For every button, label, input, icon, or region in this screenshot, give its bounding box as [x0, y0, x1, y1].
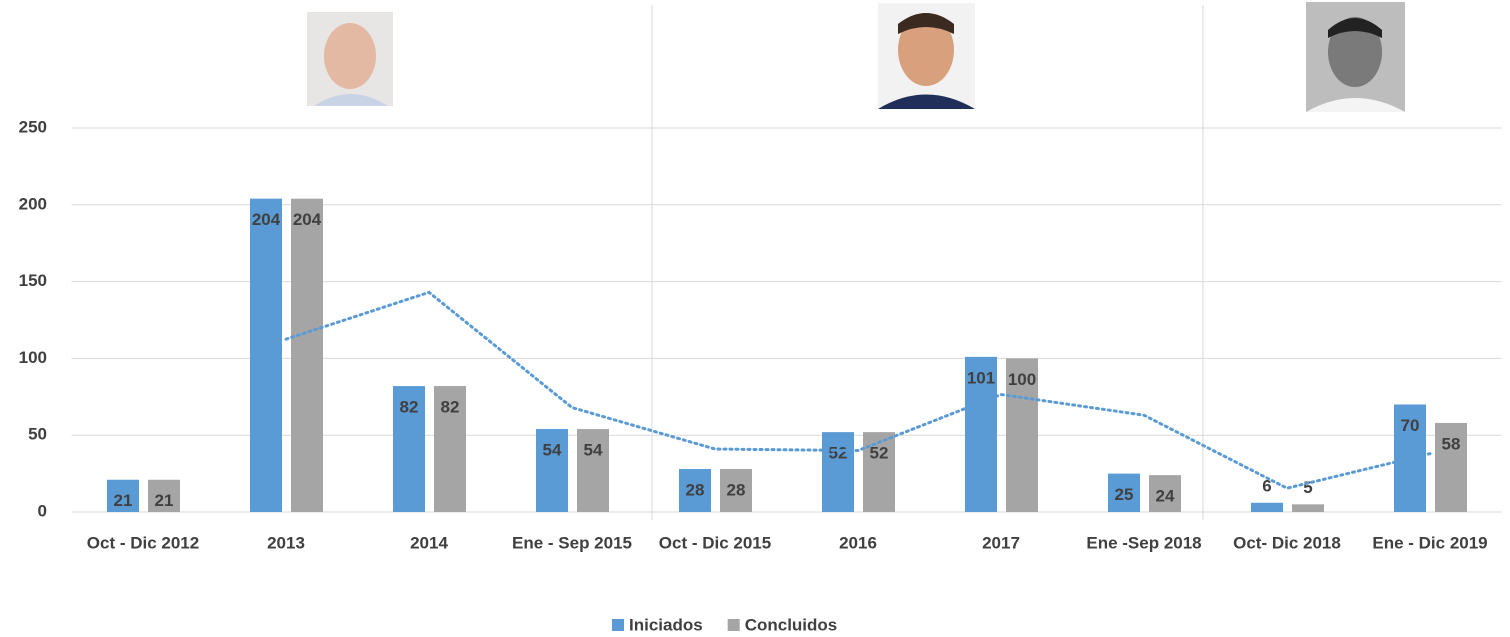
- bar: [148, 479, 180, 512]
- data-label: 101: [967, 368, 995, 387]
- bar: [1108, 473, 1140, 512]
- bar: [107, 479, 139, 512]
- bar: [291, 198, 323, 512]
- x-tick-label: Ene -Sep 2018: [1086, 533, 1201, 552]
- data-label: 58: [1442, 434, 1461, 453]
- data-label: 204: [252, 210, 281, 229]
- trendline: [284, 290, 1432, 490]
- portrait: [1306, 2, 1405, 112]
- data-label: 70: [1401, 416, 1420, 435]
- bar: [679, 468, 711, 512]
- bar: [965, 356, 997, 512]
- data-label: 25: [1115, 485, 1134, 504]
- x-tick-label: 2013: [267, 533, 305, 552]
- legend-label: Concluidos: [745, 615, 838, 634]
- data-label: 28: [727, 480, 746, 499]
- data-label: 21: [114, 491, 133, 510]
- x-tick-label: 2016: [839, 533, 877, 552]
- bar: [434, 386, 466, 512]
- y-tick-label: 150: [19, 271, 47, 290]
- y-tick-label: 0: [38, 501, 47, 520]
- data-label: 21: [155, 491, 174, 510]
- bar: [1251, 502, 1283, 512]
- bar: [720, 468, 752, 512]
- y-tick-label: 200: [19, 194, 47, 213]
- data-label: 82: [400, 398, 419, 417]
- bar: [822, 432, 854, 512]
- x-tick-label: Oct- Dic 2018: [1233, 533, 1341, 552]
- data-label: 6: [1262, 476, 1271, 495]
- data-label: 52: [829, 444, 848, 463]
- data-label: 52: [870, 444, 889, 463]
- x-tick-label: Ene - Sep 2015: [512, 533, 632, 552]
- x-tick-label: 2014: [410, 533, 448, 552]
- x-tick-label: 2017: [982, 533, 1020, 552]
- x-tick-label: Oct - Dic 2015: [659, 533, 771, 552]
- bar: [250, 198, 282, 512]
- portrait: [878, 3, 975, 109]
- bar: [393, 386, 425, 512]
- data-label: 28: [686, 480, 705, 499]
- bar: [1149, 475, 1181, 512]
- bar: [536, 429, 568, 512]
- bar: [1435, 422, 1467, 512]
- bar: [1292, 504, 1324, 512]
- data-label: 204: [293, 210, 322, 229]
- bar: [1006, 358, 1038, 512]
- x-tick-label: Oct - Dic 2012: [87, 533, 199, 552]
- legend-swatch: [727, 619, 740, 631]
- x-tick-label: Ene - Dic 2019: [1372, 533, 1487, 552]
- data-label: 100: [1008, 370, 1036, 389]
- data-label: 82: [441, 398, 460, 417]
- y-tick-label: 250: [19, 117, 47, 136]
- bar: [577, 429, 609, 512]
- legend-swatch: [612, 619, 624, 631]
- y-tick-label: 100: [19, 348, 47, 367]
- data-label: 5: [1303, 478, 1312, 497]
- portrait: [307, 12, 393, 106]
- y-tick-label: 50: [28, 425, 47, 444]
- legend-label: Iniciados: [629, 615, 703, 634]
- data-label: 24: [1156, 487, 1175, 506]
- data-label: 54: [543, 441, 562, 460]
- data-label: 54: [584, 441, 603, 460]
